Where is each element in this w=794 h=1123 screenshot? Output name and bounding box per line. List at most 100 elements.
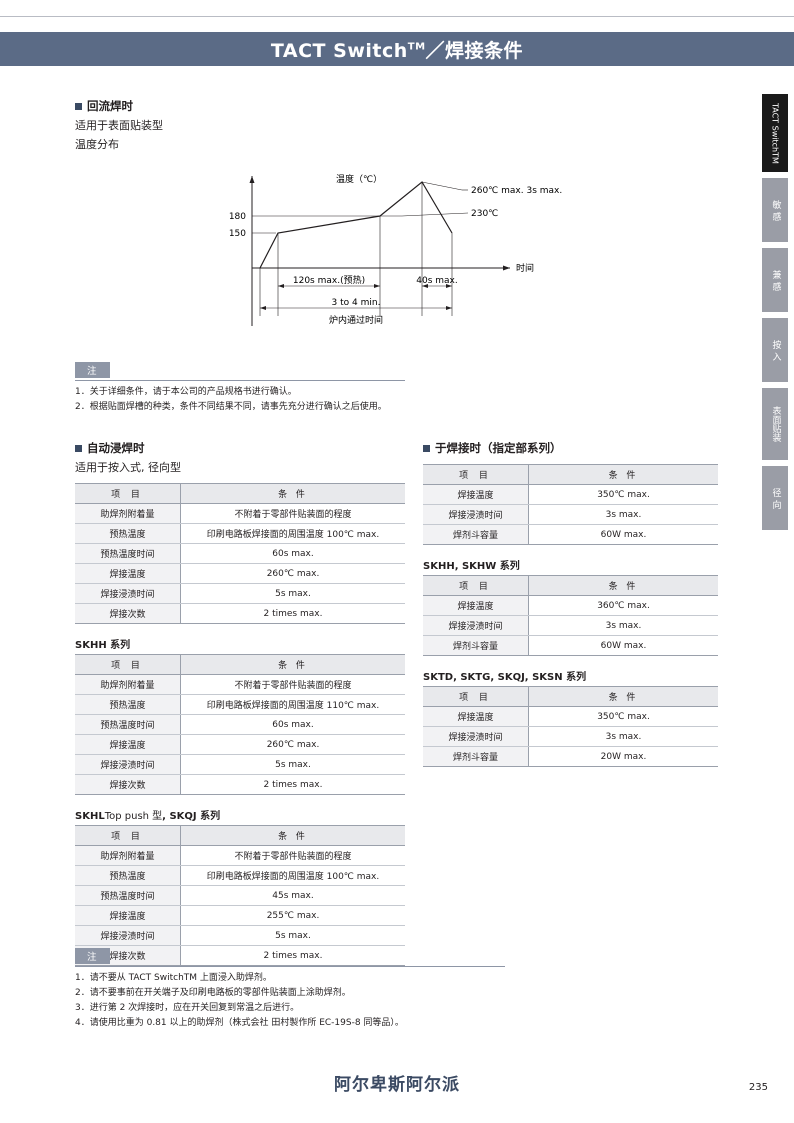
table-row: 助焊剂附着量 不附着于零部件贴装面的程度 bbox=[75, 503, 405, 524]
cell-item: 焊接温度 bbox=[423, 484, 529, 505]
table-row: 预热温度 印刷电路板焊接面的周围温度 100℃ max. bbox=[75, 523, 405, 544]
side-tab-radial[interactable]: 径 向 bbox=[762, 466, 788, 530]
col-header-condition: 条 件 bbox=[528, 575, 718, 596]
side-tab-label: 兼 感 bbox=[770, 269, 781, 291]
dip-table-3-title-b: Top push 型 bbox=[104, 811, 163, 822]
chart-ytick-150: 150 bbox=[229, 229, 246, 239]
side-tab-smt[interactable]: 表面贴装 bbox=[762, 388, 788, 460]
table-row: 焊剂斗容量 60W max. bbox=[423, 524, 718, 545]
note-item: 1．请不要从 TACT SwitchTM 上面浸入助焊剂。 bbox=[75, 973, 272, 983]
table-row: 焊接温度 255℃ max. bbox=[75, 905, 405, 926]
cell-condition: 不附着于零部件贴装面的程度 bbox=[180, 503, 405, 524]
cell-item: 助焊剂附着量 bbox=[75, 674, 181, 695]
dip-table-2-title: SKHH 系列 bbox=[75, 640, 131, 651]
side-tab-label: 按 入 bbox=[770, 339, 781, 361]
table-row: 焊接温度 260℃ max. bbox=[75, 563, 405, 584]
cell-condition: 60W max. bbox=[528, 524, 718, 545]
hand-table-3: 项 目条 件 焊接温度 350℃ max. 焊接浸渍时间 3s max. 焊剂斗容量… bbox=[423, 686, 718, 767]
note-badge: 注 bbox=[75, 948, 110, 964]
cell-condition: 3s max. bbox=[528, 504, 718, 525]
cell-item: 预热温度时间 bbox=[75, 714, 181, 735]
dip-subheading: 适用于按入式, 径向型 bbox=[75, 461, 181, 474]
table-row: 焊剂斗容量 60W max. bbox=[423, 635, 718, 656]
col-header-item: 项 目 bbox=[423, 575, 529, 596]
table-row: 预热温度时间 45s max. bbox=[75, 885, 405, 906]
cell-item: 预热温度 bbox=[75, 865, 181, 886]
cell-item: 焊剂斗容量 bbox=[423, 524, 529, 545]
cell-condition: 印刷电路板焊接面的周围温度 100℃ max. bbox=[180, 523, 405, 544]
note-item: 2．请不要事前在开关端子及印刷电路板的零部件贴装面上涂助焊剂。 bbox=[75, 988, 351, 998]
cell-item: 焊剂斗容量 bbox=[423, 746, 529, 767]
side-tab-jian-gan[interactable]: 兼 感 bbox=[762, 248, 788, 312]
dip-table-2: 项 目条 件 助焊剂附着量 不附着于零部件贴装面的程度 预热温度 印刷电路板焊接面的… bbox=[75, 654, 405, 795]
col-header-item: 项 目 bbox=[423, 464, 529, 485]
col-header-condition: 条 件 bbox=[528, 686, 718, 707]
bullet-square-icon bbox=[75, 103, 82, 110]
col-header-condition: 条 件 bbox=[528, 464, 718, 485]
col-header-condition: 条 件 bbox=[180, 483, 405, 504]
table-row: 焊接温度 350℃ max. bbox=[423, 484, 718, 505]
page-title: TACT SwitchTM／焊接条件 bbox=[271, 36, 523, 63]
table-row: 焊剂斗容量 20W max. bbox=[423, 746, 718, 767]
dip-table-3: 项 目条 件 助焊剂附着量 不附着于零部件贴装面的程度 预热温度 印刷电路板焊接面的… bbox=[75, 825, 405, 966]
col-header-item: 项 目 bbox=[423, 686, 529, 707]
reflow-line2: 温度分布 bbox=[75, 138, 119, 151]
page-title-rest: ／焊接条件 bbox=[425, 39, 524, 62]
note-divider bbox=[75, 966, 505, 967]
table-row: 预热温度时间 60s max. bbox=[75, 543, 405, 564]
table-row: 预热温度时间 60s max. bbox=[75, 714, 405, 735]
cell-item: 焊接浸渍时间 bbox=[75, 925, 181, 946]
reflow-section-heading: 回流焊时 适用于表面贴装型 温度分布 bbox=[75, 98, 163, 152]
cell-condition: 45s max. bbox=[180, 885, 405, 906]
cell-condition: 2 times max. bbox=[180, 603, 405, 624]
col-header-condition: 条 件 bbox=[180, 825, 405, 846]
chart-ytick-180: 180 bbox=[229, 212, 246, 222]
cell-item: 预热温度 bbox=[75, 523, 181, 544]
note-item: 2．根据贴面焊槽的种类，条件不同结果不同，请事先充分进行确认之后使用。 bbox=[75, 402, 387, 412]
col-header-condition: 条 件 bbox=[180, 654, 405, 675]
note-divider bbox=[75, 380, 405, 381]
cell-item: 预热温度时间 bbox=[75, 543, 181, 564]
cell-item: 焊接温度 bbox=[75, 563, 181, 584]
dip-heading: 自动浸焊时 bbox=[75, 440, 405, 456]
table-row: 焊接浸渍时间 3s max. bbox=[423, 726, 718, 747]
chart-xlabel: 时间 bbox=[516, 262, 534, 274]
table-row: 预热温度 印刷电路板焊接面的周围温度 100℃ max. bbox=[75, 865, 405, 886]
cell-condition: 不附着于零部件贴装面的程度 bbox=[180, 845, 405, 866]
dip-table-1: 项 目条 件 助焊剂附着量 不附着于零部件贴装面的程度 预热温度 印刷电路板焊接面的… bbox=[75, 483, 405, 624]
dip-table-3-title-a: SKHL bbox=[75, 811, 105, 822]
chart-annot-preheat: 120s max.(预热) bbox=[293, 274, 365, 286]
cell-item: 预热温度时间 bbox=[75, 885, 181, 906]
hand-heading-label: 于焊接时（指定部系列） bbox=[435, 441, 562, 455]
note-item: 1．关于详细条件，请于本公司的产品规格书进行确认。 bbox=[75, 387, 297, 397]
cell-condition: 255℃ max. bbox=[180, 905, 405, 926]
table-row: 助焊剂附着量 不附着于零部件贴装面的程度 bbox=[75, 845, 405, 866]
cell-item: 焊接次数 bbox=[75, 603, 181, 624]
cell-item: 焊接浸渍时间 bbox=[423, 615, 529, 636]
bullet-square-icon bbox=[423, 445, 430, 452]
cell-item: 焊接浸渍时间 bbox=[423, 504, 529, 525]
dip-table-3-title-c: , SKQJ 系列 bbox=[162, 811, 221, 822]
note-block-2: 注 1．请不要从 TACT SwitchTM 上面浸入助焊剂。 2．请不要事前在… bbox=[75, 948, 505, 1031]
side-tab-an-ru[interactable]: 按 入 bbox=[762, 318, 788, 382]
chart-annot-total: 3 to 4 min. bbox=[332, 298, 381, 308]
side-tab-tact-switch[interactable]: TACT SwitchTM bbox=[762, 94, 788, 172]
hand-table-3-title: SKTD, SKTG, SKQJ, SKSN 系列 bbox=[423, 672, 587, 683]
cell-condition: 260℃ max. bbox=[180, 563, 405, 584]
footer-brand: 阿尔卑斯阿尔派 bbox=[334, 1075, 460, 1095]
cell-condition: 60W max. bbox=[528, 635, 718, 656]
col-header-item: 项 目 bbox=[75, 825, 181, 846]
cell-condition: 印刷电路板焊接面的周围温度 110℃ max. bbox=[180, 694, 405, 715]
table-row: 焊接浸渍时间 3s max. bbox=[423, 504, 718, 525]
side-tab-min-gan[interactable]: 敏 感 bbox=[762, 178, 788, 242]
table-row: 焊接次数 2 times max. bbox=[75, 603, 405, 624]
bullet-square-icon bbox=[75, 445, 82, 452]
cell-condition: 不附着于零部件贴装面的程度 bbox=[180, 674, 405, 695]
cell-item: 焊接浸渍时间 bbox=[75, 754, 181, 775]
table-row: 助焊剂附着量 不附着于零部件贴装面的程度 bbox=[75, 674, 405, 695]
cell-item: 预热温度 bbox=[75, 694, 181, 715]
table-row: 焊接温度 360℃ max. bbox=[423, 595, 718, 616]
dip-heading-label: 自动浸焊时 bbox=[87, 441, 145, 455]
hand-heading: 于焊接时（指定部系列） bbox=[423, 440, 718, 456]
hand-table-2: 项 目条 件 焊接温度 360℃ max. 焊接浸渍时间 3s max. 焊剂斗容量… bbox=[423, 575, 718, 656]
